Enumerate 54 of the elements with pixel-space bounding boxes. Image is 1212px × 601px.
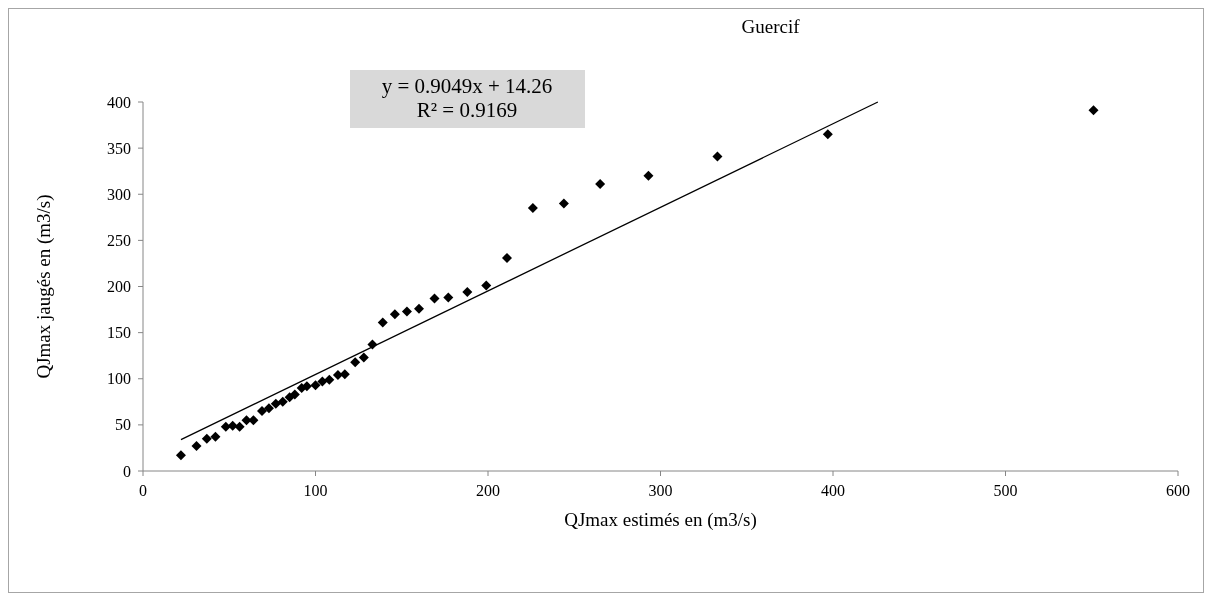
x-tick-label: 0 bbox=[139, 482, 147, 499]
point bbox=[822, 129, 833, 140]
point bbox=[324, 374, 335, 385]
point bbox=[712, 151, 723, 162]
point bbox=[443, 292, 454, 303]
point bbox=[595, 179, 606, 190]
point bbox=[191, 441, 202, 452]
point bbox=[1088, 105, 1099, 116]
point bbox=[289, 389, 300, 400]
y-tick-label: 0 bbox=[123, 462, 131, 480]
y-tick-label: 300 bbox=[107, 185, 131, 203]
point bbox=[358, 352, 369, 363]
point bbox=[501, 252, 512, 263]
y-tick-label: 400 bbox=[107, 93, 131, 111]
point bbox=[310, 380, 321, 391]
point bbox=[527, 203, 538, 214]
point bbox=[462, 287, 473, 298]
point bbox=[350, 357, 361, 368]
point bbox=[270, 398, 281, 409]
y-tick-label: 150 bbox=[107, 324, 131, 342]
point bbox=[201, 433, 212, 444]
point bbox=[377, 317, 388, 328]
x-tick-label: 200 bbox=[476, 482, 500, 499]
point bbox=[414, 303, 424, 314]
point bbox=[317, 376, 328, 387]
point bbox=[234, 421, 245, 432]
point bbox=[558, 198, 569, 209]
x-axis-title: QJmax estimés en (m3/s) bbox=[564, 509, 757, 531]
x-tick-label: 600 bbox=[1166, 482, 1190, 499]
point bbox=[210, 431, 221, 442]
text: y = 0.9049x + 14.26 bbox=[381, 74, 553, 98]
point bbox=[401, 306, 412, 317]
y-axis-title: QJmax jaugés en (m3/s) bbox=[33, 194, 55, 379]
annotation: R² = 0.9169 bbox=[416, 98, 518, 122]
point bbox=[227, 420, 238, 431]
y-tick-label: 350 bbox=[107, 139, 131, 157]
y-tick-label: 250 bbox=[107, 231, 131, 249]
point bbox=[263, 403, 274, 414]
chart-title: Guercif bbox=[741, 16, 801, 37]
point bbox=[277, 396, 288, 407]
point bbox=[389, 309, 400, 320]
point bbox=[429, 293, 440, 304]
point bbox=[481, 280, 492, 291]
point bbox=[643, 170, 654, 181]
y-tick-label: 50 bbox=[115, 416, 131, 434]
x-tick-label: 500 bbox=[993, 482, 1018, 499]
y-tick-label: 100 bbox=[107, 370, 131, 388]
x-tick-label: 400 bbox=[821, 482, 845, 499]
point bbox=[257, 406, 268, 417]
point bbox=[332, 370, 343, 381]
point bbox=[175, 450, 186, 461]
x-tick-label: 300 bbox=[648, 482, 673, 499]
x-tick-label: 100 bbox=[303, 482, 328, 499]
y-tick-label: 200 bbox=[107, 278, 131, 296]
